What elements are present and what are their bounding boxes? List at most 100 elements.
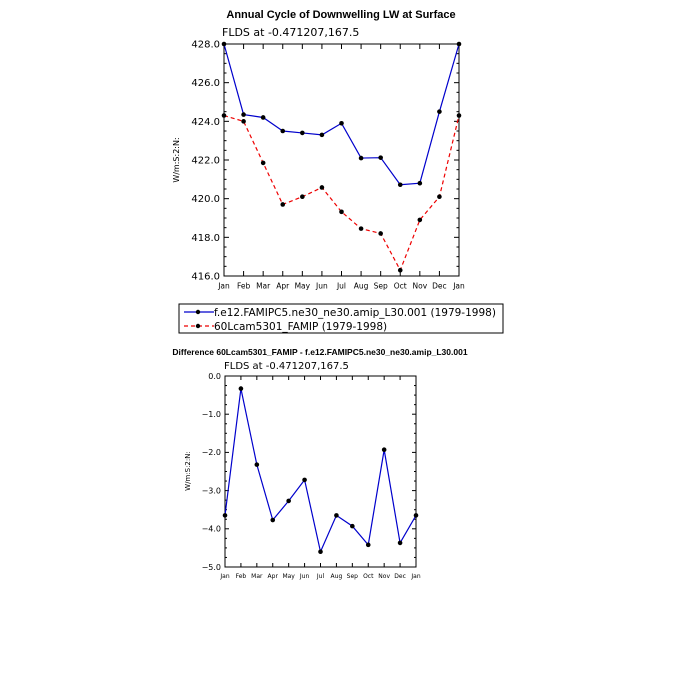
- c2-series-1-point: [365, 542, 371, 548]
- c2-y-tick-label: −3.0: [202, 486, 221, 495]
- c1-y-tick-label: 426.0: [191, 78, 220, 89]
- c1-series-2-point: [456, 113, 462, 118]
- chart1-y-axis-label: W/m:S:2:N:: [172, 137, 181, 182]
- c1-series-1-point: [358, 155, 364, 161]
- c1-series-1-point: [260, 115, 266, 120]
- c1-series-2-point: [378, 231, 383, 236]
- c1-y-tick-label: 418.0: [191, 233, 220, 244]
- c2-y-tick-label: 0.0: [208, 372, 221, 381]
- c2-x-tick-label: Jun: [299, 573, 310, 580]
- c1-series-2-point: [221, 113, 227, 118]
- c1-series-2-point: [339, 209, 344, 215]
- chart2-subtitle: FLDS at -0.471207,167.5: [224, 361, 349, 372]
- c1-series-1-point: [378, 155, 383, 160]
- c2-x-tick-label: Sep: [347, 573, 359, 580]
- c1-x-tick-label: Jun: [315, 282, 328, 291]
- c2-series-1-point: [397, 540, 403, 546]
- legend-label-series-1: f.e12.FAMIPC5.ne30_ne30.amip_L30.001 (19…: [214, 307, 496, 319]
- c2-series-1-point: [334, 513, 339, 518]
- chart1-series-layer: [221, 41, 462, 273]
- c1-series-1-point: [280, 128, 286, 134]
- c1-x-tick-label: Jul: [336, 282, 346, 291]
- c1-series-2-point: [437, 194, 442, 200]
- c2-x-tick-label: Oct: [363, 573, 374, 580]
- c1-x-tick-label: Nov: [413, 282, 428, 291]
- c1-series-1-point: [319, 132, 325, 138]
- c1-series-2-point: [417, 217, 423, 223]
- chart2-y-ticks: −5.0 −4.0 −3.0 −2.0 −1.0 0.0: [202, 372, 416, 572]
- c1-series-2-point: [241, 119, 246, 124]
- c1-series-1-point: [456, 41, 462, 47]
- c2-x-tick-label: Jul: [316, 573, 325, 580]
- c1-series-2-point: [260, 160, 266, 166]
- c2-series-1-point: [254, 462, 260, 467]
- c2-x-tick-label: May: [282, 573, 295, 580]
- c2-x-tick-label: Jan: [410, 573, 420, 580]
- c1-series-2-point: [358, 226, 364, 231]
- c2-y-tick-label: −1.0: [202, 410, 221, 419]
- c1-x-tick-label: Jan: [217, 282, 230, 291]
- c1-x-tick-label: Dec: [432, 282, 447, 291]
- c1-x-tick-label: Jan: [452, 282, 465, 291]
- legend-label-series-2: 60Lcam5301_FAMIP (1979-1998): [214, 321, 387, 333]
- difference-chart: Difference 60Lcam5301_FAMIP - f.e12.FAMI…: [172, 347, 467, 580]
- c1-series-2-point: [280, 202, 286, 207]
- chart1-x-ticks: Jan Feb Mar Apr May Jun Jul Aug Sep Oct Nov Dec Jan: [217, 44, 465, 291]
- c1-y-tick-label: 422.0: [191, 156, 220, 167]
- c2-series-1-point: [222, 513, 228, 518]
- c1-y-tick-label: 428.0: [191, 40, 220, 51]
- chart1-legend: f.e12.FAMIPC5.ne30_ne30.amip_L30.001 (19…: [178, 303, 504, 334]
- c1-series-2-point: [397, 267, 403, 273]
- c2-x-tick-label: Aug: [331, 573, 343, 580]
- chart1-subtitle: FLDS at -0.471207,167.5: [222, 26, 359, 39]
- c2-y-tick-label: −5.0: [202, 563, 221, 572]
- legend-box: [178, 303, 504, 334]
- c1-y-tick-label: 420.0: [191, 194, 220, 205]
- chart1-y-ticks: 416.0 418.0 420.0 422.0 424.0 426.0 428.0: [191, 40, 459, 283]
- c2-series-1-point: [318, 549, 323, 555]
- c1-series-2-point: [319, 185, 325, 190]
- c1-series-1-point: [417, 180, 423, 186]
- c2-series-1-point: [238, 386, 244, 391]
- c2-series-1-point: [270, 517, 276, 523]
- c1-series-1-point: [221, 41, 227, 47]
- c1-x-tick-label: Oct: [394, 282, 407, 291]
- c1-series-1-point: [300, 130, 305, 136]
- c2-series-1-point: [413, 513, 419, 518]
- c1-x-tick-label: Apr: [276, 282, 290, 291]
- c2-y-tick-label: −2.0: [202, 448, 221, 457]
- chart2-x-ticks: Jan Feb Mar Apr May Jun Jul Aug Sep Oct Nov Dec Jan: [219, 376, 421, 580]
- c2-series-1-point: [381, 447, 387, 453]
- legend-marker-series-2: [195, 323, 201, 329]
- chart2-title: Difference 60Lcam5301_FAMIP - f.e12.FAMI…: [172, 347, 467, 357]
- c2-x-tick-label: Apr: [268, 573, 279, 580]
- c1-series-1-point: [241, 112, 246, 117]
- c1-y-tick-label: 424.0: [191, 117, 220, 128]
- c2-series-1-point: [350, 523, 355, 529]
- c2-x-tick-label: Nov: [378, 573, 390, 580]
- c1-series-1-point: [339, 120, 344, 126]
- c2-x-tick-label: Jan: [219, 573, 229, 580]
- c1-series-1-point: [437, 109, 442, 114]
- annual-cycle-chart: Annual Cycle of Downwelling LW at Surfac…: [172, 9, 504, 334]
- c1-series-1-point: [397, 182, 403, 188]
- c1-y-tick-label: 416.0: [191, 272, 220, 283]
- legend-marker-series-1: [195, 309, 201, 315]
- c2-x-tick-label: Feb: [236, 573, 247, 580]
- c1-x-tick-label: Mar: [256, 282, 271, 291]
- c1-x-tick-label: Sep: [374, 282, 388, 291]
- c2-y-tick-label: −4.0: [202, 525, 221, 534]
- chart2-y-axis-label: W/m:S:2:N:: [184, 451, 192, 491]
- c1-x-tick-label: Feb: [237, 282, 251, 291]
- c2-x-tick-label: Dec: [394, 573, 406, 580]
- c1-x-tick-label: May: [295, 282, 311, 291]
- c1-series-2-point: [300, 194, 305, 200]
- c1-x-tick-label: Aug: [354, 282, 369, 291]
- chart1-title: Annual Cycle of Downwelling LW at Surfac…: [226, 9, 455, 21]
- c2-x-tick-label: Mar: [251, 573, 263, 580]
- chart2-series-layer: [222, 386, 419, 555]
- c2-series-1-point: [286, 498, 291, 504]
- c2-series-1-point: [302, 477, 307, 483]
